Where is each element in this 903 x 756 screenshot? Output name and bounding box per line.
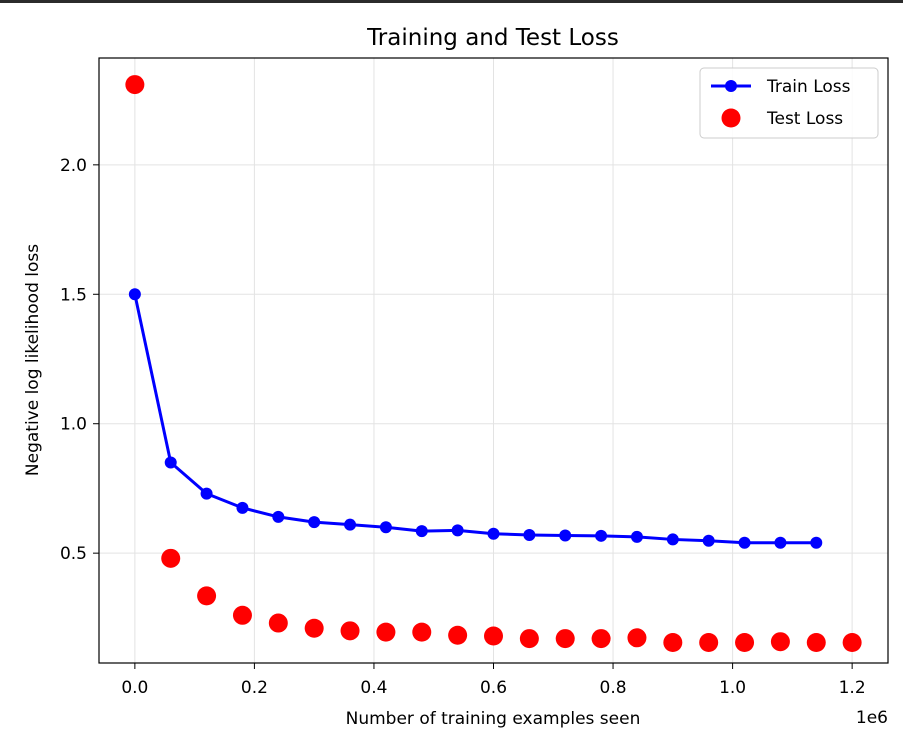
test-loss-point [197,586,217,606]
x-tick-label: 0.4 [360,678,387,698]
test-loss-point [842,632,862,652]
test-loss-point [412,622,432,642]
y-tick-label: 2.0 [60,156,87,176]
legend-train-marker [725,80,737,92]
top-divider-bar [0,0,903,3]
x-tick-label: 1.0 [719,678,746,698]
train-loss-point [272,510,285,523]
legend: Train Loss Test Loss [699,67,879,139]
train-loss-point [379,521,392,534]
test-loss-point [484,626,503,646]
test-loss-point [376,622,396,642]
legend-test-marker [721,108,741,128]
train-loss-point [774,536,787,549]
train-loss-point [415,525,428,538]
train-loss-point [308,516,321,529]
x-tick-label: 0.2 [241,678,268,698]
y-tick-label: 1.5 [60,285,87,305]
train-loss-point [523,529,536,542]
y-axis-label: Negative log likelihood loss [23,244,43,476]
test-loss-point [663,632,683,652]
train-loss-point [344,518,357,531]
test-loss-point [555,629,575,649]
train-loss-point [666,533,679,546]
series-layer [125,75,862,652]
train-loss-point [164,456,177,469]
train-loss-point [810,536,823,549]
legend-train-label: Train Loss [766,77,851,97]
train-loss-point [630,530,643,543]
y-tick-label: 0.5 [60,544,87,564]
test-loss-point [340,621,360,641]
train-loss-point [236,501,249,514]
test-loss-point [770,632,790,652]
train-loss-point [128,288,141,301]
test-loss-point [125,75,145,95]
plot-frame [98,57,889,664]
x-axis-label: Number of training examples seen [346,709,641,729]
axis-layer: 0.0 0.2 0.4 0.6 0.8 1.0 1.2 0.5 1.0 1.5 2.0 [60,156,866,698]
x-offset-label: 1e6 [856,708,888,728]
legend-test-label: Test Loss [766,109,843,129]
test-loss-point [735,632,755,652]
train-loss-point [702,534,715,547]
x-tick-label: 0.8 [600,678,627,698]
train-loss-point [451,524,464,537]
test-loss-point [304,618,324,638]
train-loss-point [595,529,608,542]
test-loss-point [591,629,611,649]
test-loss-point [519,629,539,649]
train-loss-point [738,536,751,549]
test-loss-point [627,628,647,648]
x-tick-label: 0.6 [480,678,507,698]
x-tick-label: 1.2 [839,678,866,698]
y-tick-label: 1.0 [60,415,87,435]
test-loss-point [268,613,288,633]
test-loss-point [448,625,468,645]
test-loss-point [806,632,826,652]
test-loss-point [161,548,181,568]
train-loss-point [487,527,500,540]
x-tick-label: 0.0 [121,678,148,698]
grid-layer [99,58,888,663]
test-loss-point [232,605,252,625]
chart-title: Training and Test Loss [366,25,619,51]
test-loss-point [699,632,719,652]
train-loss-point [200,487,213,500]
train-loss-point [559,529,572,542]
